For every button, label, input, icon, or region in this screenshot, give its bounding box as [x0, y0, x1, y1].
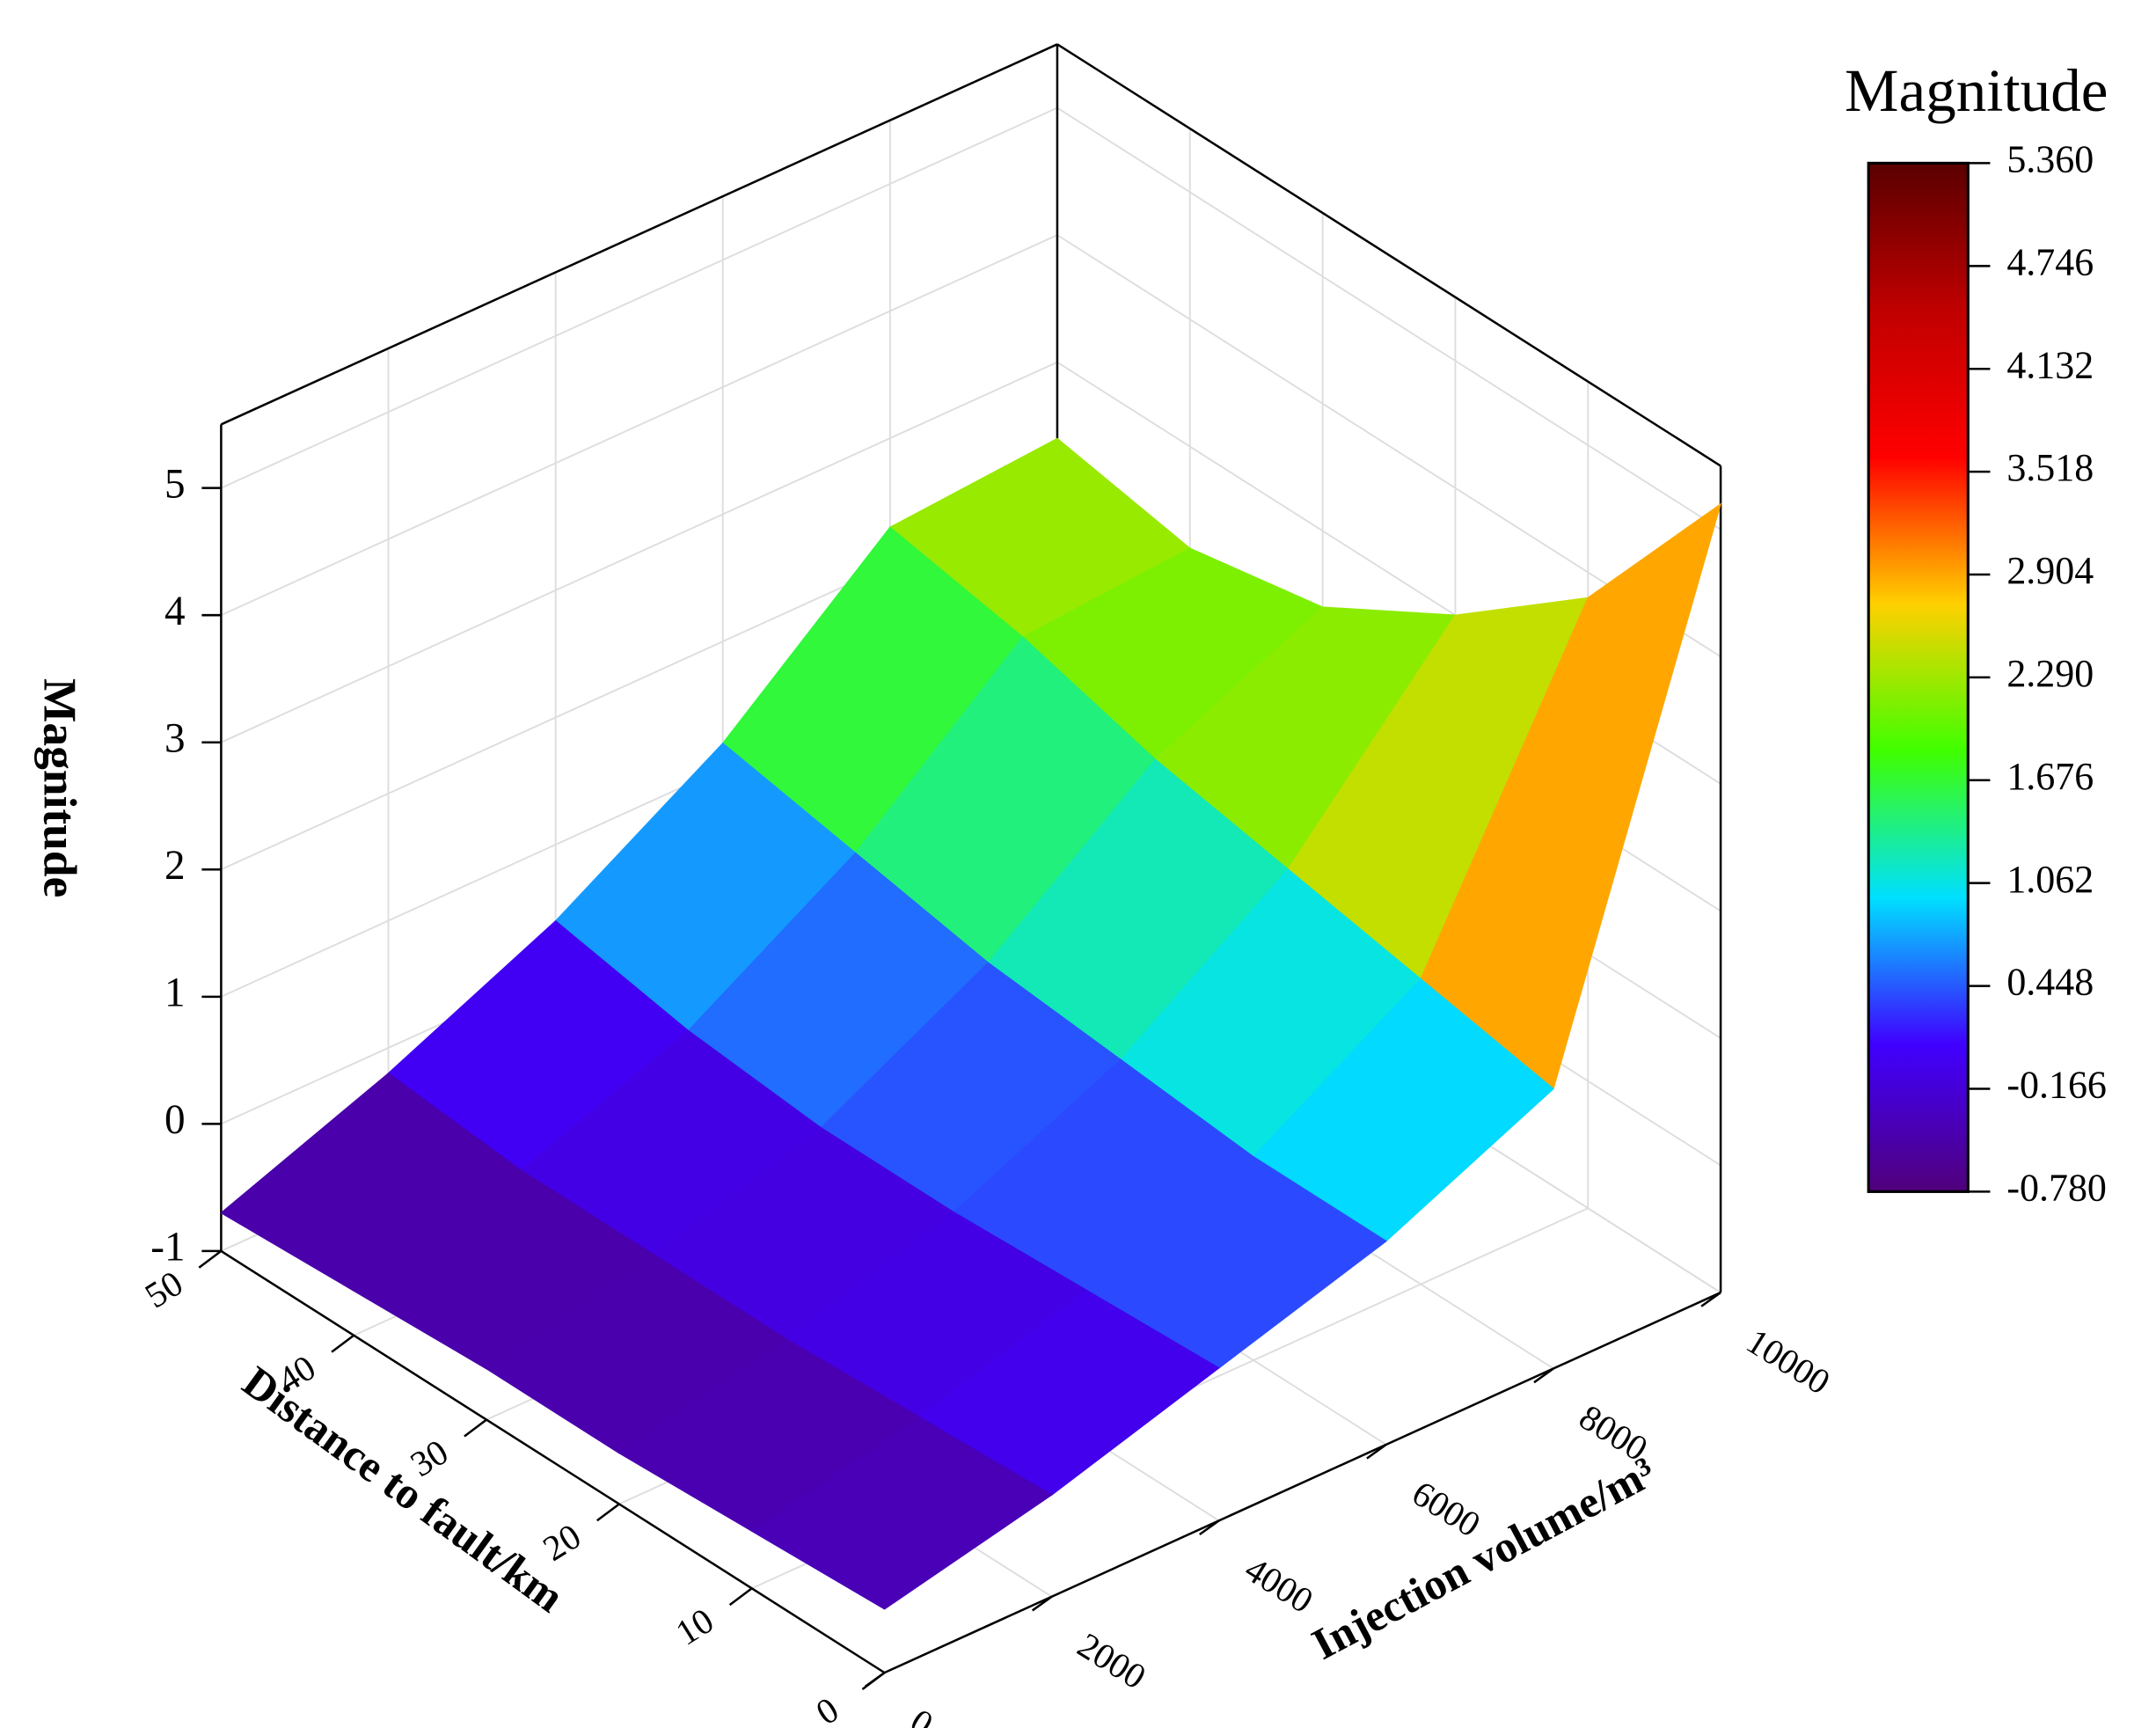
surface: [220, 437, 1722, 1610]
colorbar-tick-label: 4.132: [2006, 343, 2094, 386]
y-tick: [1199, 1519, 1220, 1536]
colorbar-tick-label: -0.166: [2006, 1064, 2107, 1107]
z-tick-label: 3: [164, 716, 186, 762]
grid-line: [220, 106, 1058, 489]
y-tick: [864, 1672, 886, 1688]
surface-patch: [750, 1416, 1053, 1610]
y-tick-label: 2000: [1071, 1625, 1152, 1696]
y-tick-label: 4000: [1238, 1549, 1319, 1621]
x-tick: [464, 1418, 487, 1438]
colorbar-tick-label: 2.904: [2006, 549, 2094, 592]
y-tick: [1533, 1367, 1554, 1384]
z-tick-label: 1: [164, 970, 186, 1016]
x-tick: [596, 1503, 620, 1522]
box-edge: [884, 1291, 1721, 1674]
box-edge: [220, 1249, 886, 1674]
colorbar-title: Magnitude: [1845, 56, 2108, 124]
x-tick: [198, 1249, 223, 1269]
y-tick: [1700, 1292, 1721, 1307]
z-tick-label: 0: [164, 1097, 186, 1143]
colorbar-tick-label: 2.290: [2006, 652, 2094, 695]
colorbar-tick-label: 3.518: [2006, 446, 2094, 489]
colorbar-tick-label: 0.448: [2006, 961, 2094, 1004]
z-tick-label: -1: [150, 1225, 185, 1270]
colorbar-tick-label: -0.780: [2006, 1166, 2107, 1209]
y-tick: [1031, 1595, 1053, 1612]
z-tick-label: 4: [164, 589, 186, 634]
colorbar-tick-label: 1.676: [2006, 755, 2094, 798]
grid-line: [1056, 106, 1721, 531]
x-tick-label: 50: [138, 1263, 189, 1316]
z-tick-label: 2: [164, 843, 186, 889]
x-tick: [331, 1334, 354, 1353]
box-edge: [1056, 43, 1721, 467]
box-edge: [220, 43, 1058, 426]
x-tick: [728, 1587, 753, 1607]
colorbar-tick-label: 5.360: [2006, 138, 2094, 181]
colorbar-tick-label: 4.746: [2006, 240, 2094, 283]
z-axis-title: Magnitude: [34, 678, 87, 897]
y-axis-title: Injection volume/m³: [1304, 1446, 1663, 1668]
y-tick-label: 0: [903, 1702, 939, 1728]
y-tick-label: 10000: [1740, 1321, 1837, 1402]
x-tick-label: 0: [809, 1689, 845, 1728]
x-tick-label: 10: [669, 1600, 720, 1653]
grid-line: [220, 361, 1058, 743]
x-axis-title: Distance to fault/km: [234, 1357, 573, 1622]
y-tick: [1366, 1443, 1387, 1460]
colorbar: [1867, 161, 1970, 1193]
colorbar-tick-label: 1.062: [2006, 858, 2094, 901]
z-tick-label: 5: [164, 461, 186, 507]
grid-line: [220, 234, 1058, 617]
